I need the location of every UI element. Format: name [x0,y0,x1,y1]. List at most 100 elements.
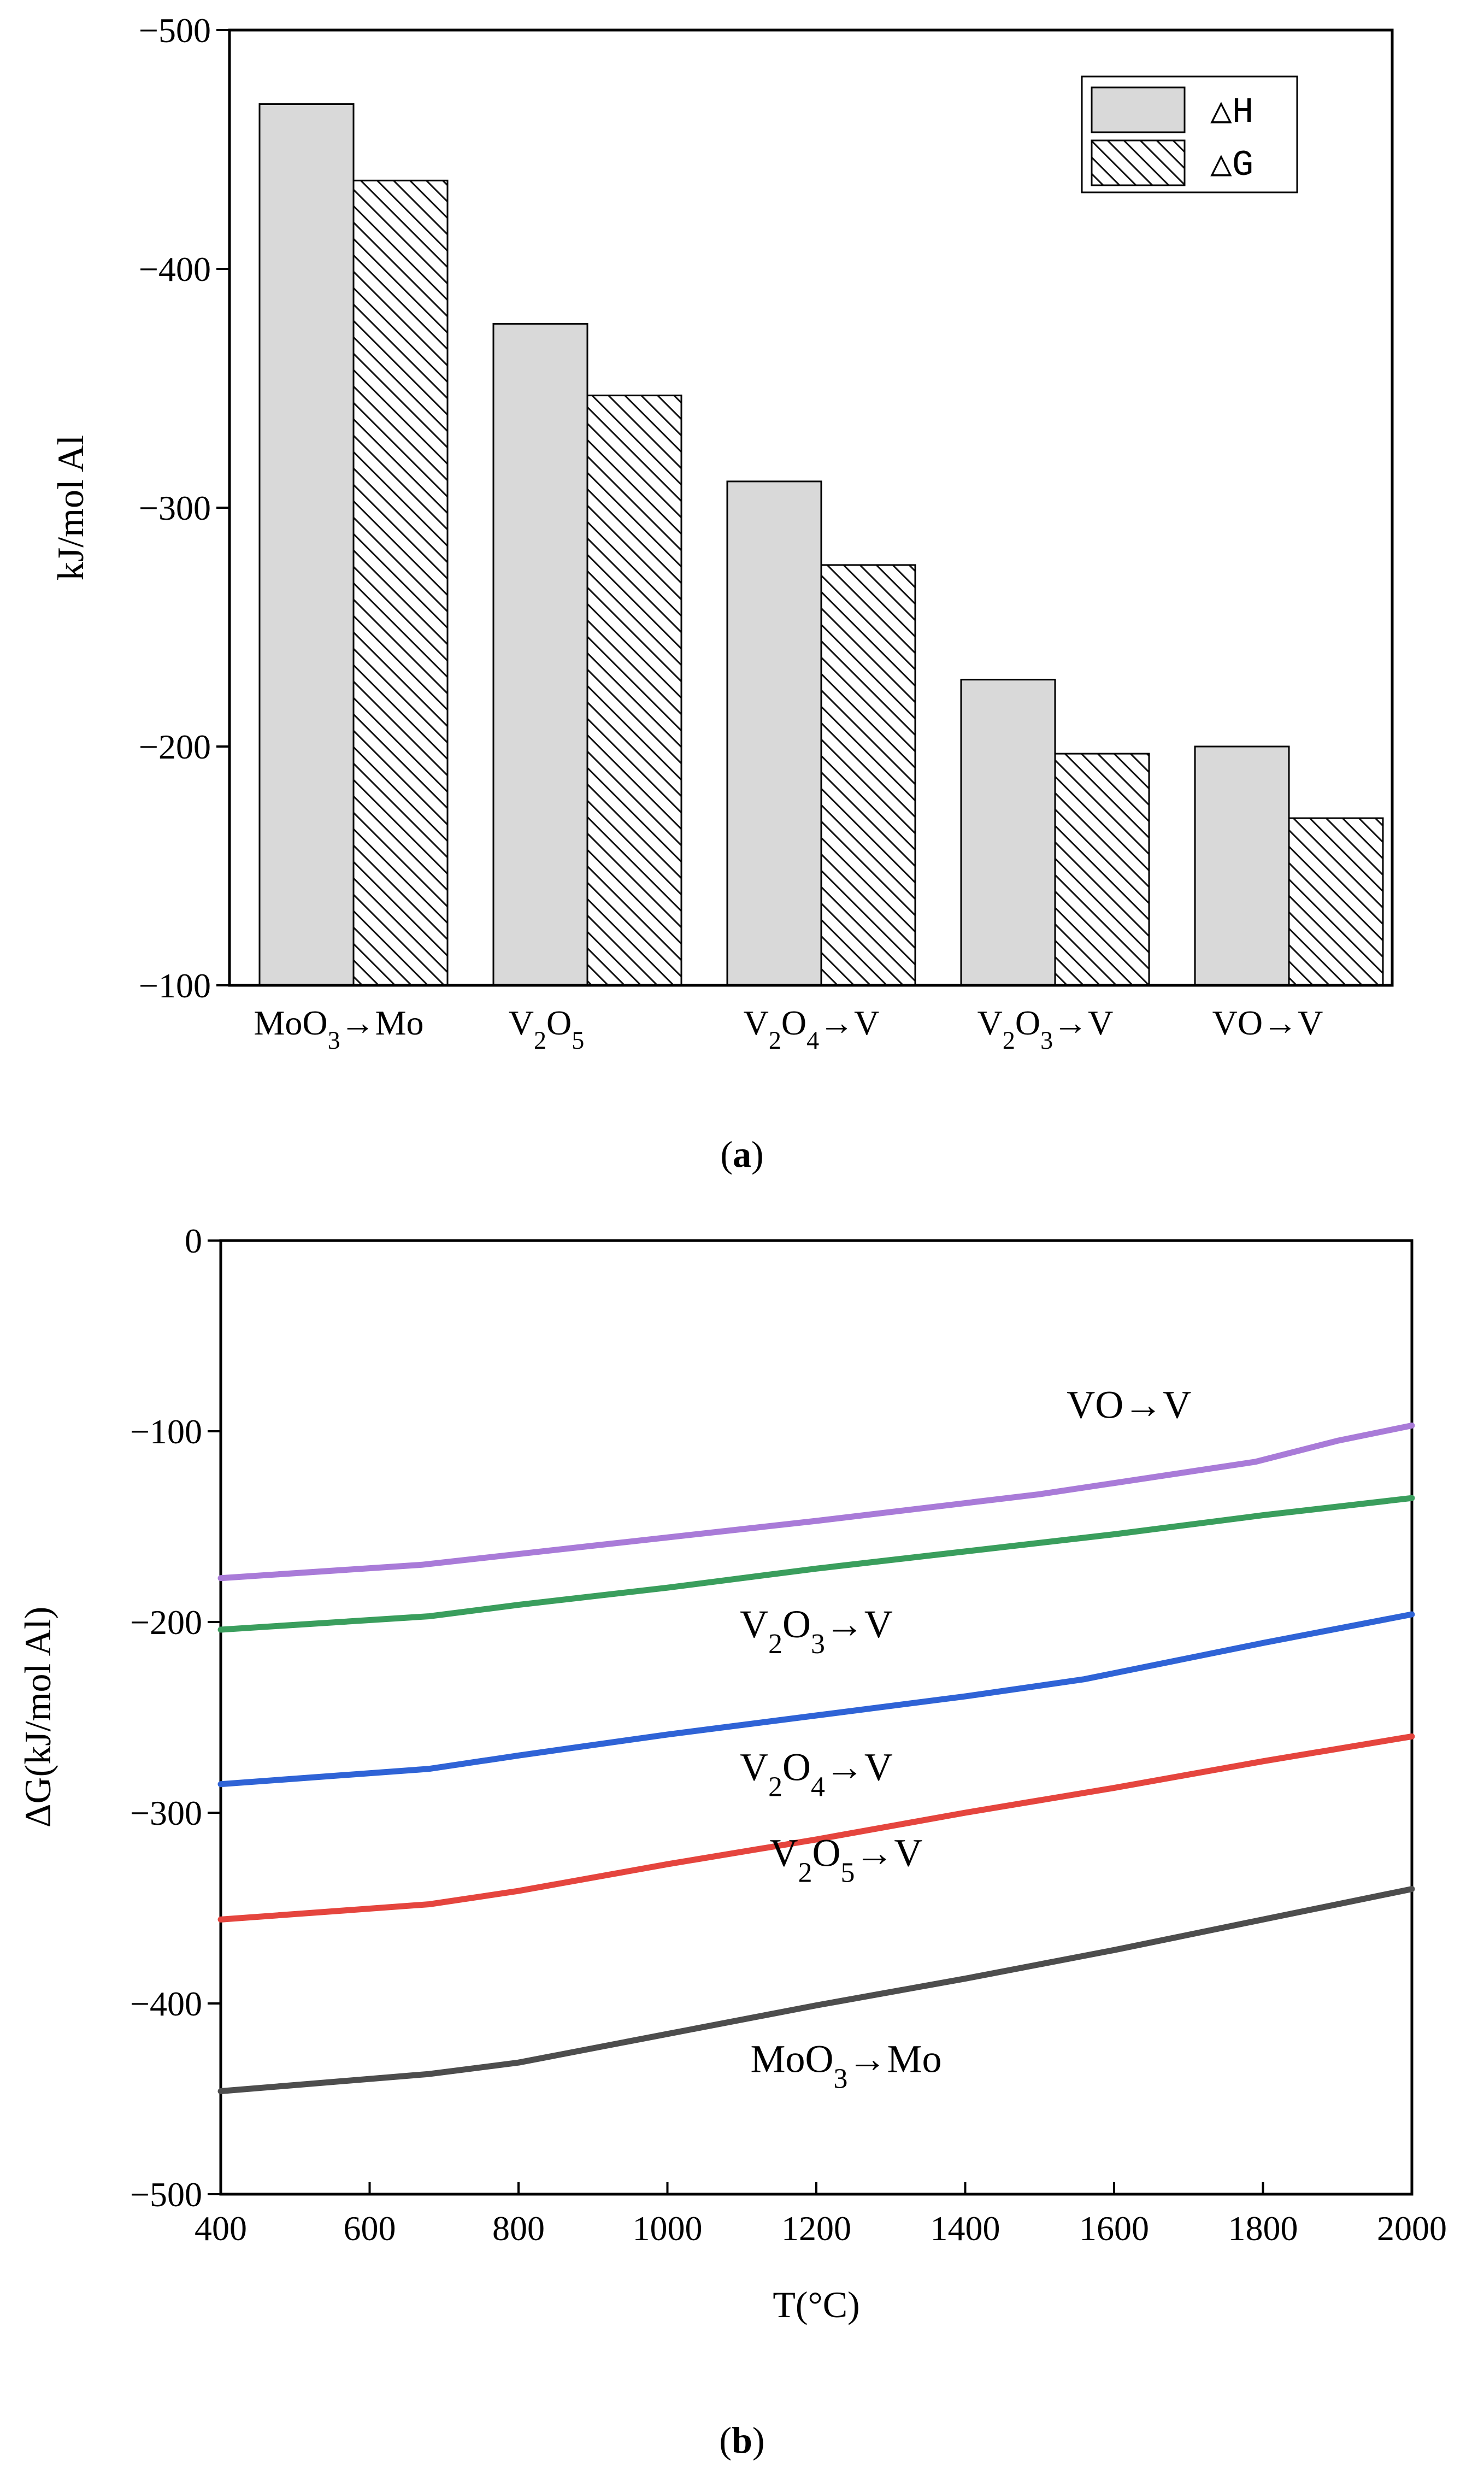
bar-dh-2 [726,480,822,986]
x-tick-label: 800 [492,2209,545,2248]
label-part: →V [855,1831,922,1875]
x-tick-label: 1400 [931,2209,1000,2248]
subscript: 5 [841,1857,855,1888]
label-part: MoO [751,2037,834,2081]
y-tick-label: −100 [139,966,211,1005]
bar-dh-3 [960,679,1056,986]
label-part: V [740,1602,768,1646]
label-part: V [770,1831,798,1875]
subscript: 2 [768,1771,782,1802]
subscript: 3 [811,1628,825,1659]
label-part: O [781,1003,806,1042]
series-label-4: MoO3→Mo [751,2037,942,2095]
y-tick-label: −300 [139,489,211,527]
series-label-1: V2O3→V [740,1602,893,1660]
x-tick-label: 1800 [1228,2209,1298,2248]
y-tick-label: −400 [130,1984,202,2023]
series-line-4 [217,1886,1415,2094]
label-part: VO→V [1067,1383,1191,1427]
x-tick-label: 600 [344,2209,396,2248]
label-part: →V [1053,1003,1113,1042]
y-tick-label: −500 [139,11,211,50]
x-category-label: MoO3→Mo [254,1003,423,1054]
label-part: MoO [254,1003,327,1042]
y-tick-label: −400 [139,250,211,289]
x-tick-label: 400 [195,2209,247,2248]
series-label-0: VO→V [1067,1383,1191,1427]
panel-label-b: b [732,2419,752,2461]
y-tick-label: −100 [130,1412,202,1451]
y-tick-label: −200 [130,1603,202,1642]
legend-label-dg: △G [1210,145,1253,186]
subscript: 3 [1040,1026,1053,1054]
y-tick-label: −300 [130,1794,202,1832]
legend-label-dh: △H [1210,92,1253,133]
label-part: →Mo [340,1003,424,1042]
subscript: 3 [834,2063,848,2094]
bar-dg-1 [586,395,682,986]
series-line-3 [217,1733,1415,1923]
label-part: V [744,1003,769,1042]
label-part: →V [819,1003,879,1042]
subscript: 3 [328,1026,340,1054]
subscript: 2 [798,1857,812,1888]
subscript: 5 [572,1026,584,1054]
series-label-2: V2O4→V [740,1746,893,1803]
bar-dg-3 [1054,753,1150,986]
x-axis-categories: MoO3→Mo V2O5 V2O4→V V2O3→V VO→V [254,1003,1323,1054]
y-axis-title: kJ/mol Al [50,435,91,580]
label-part: O [782,1602,811,1646]
x-tick-label: 1600 [1079,2209,1149,2248]
x-tick-label: 2000 [1377,2209,1447,2248]
label-part: O [546,1003,572,1042]
label-part: →V [825,1602,893,1646]
bar-chart-panel-a: −100−200−300−400−500 MoO3→Mo V2O5 V2O4→V V2… [50,11,1394,1175]
subscript: 2 [769,1026,781,1054]
x-tick-label: 1200 [781,2209,851,2248]
series-line-2 [217,1611,1415,1788]
x-axis-title: T(°C) [773,2284,859,2325]
subscript: 2 [1003,1026,1015,1054]
series-line-1 [217,1495,1415,1633]
bar-dg-0 [352,179,449,986]
bar-dh-0 [258,103,355,986]
x-category-label: VO→V [1212,1003,1323,1042]
legend: △H △G [1081,75,1298,193]
x-axis-ticks: 400 600 800 1000 1200 1400 1600 1800 2000 [195,2182,1447,2248]
y-axis-ticks: −500 −400 −300 −200 −100 0 [130,1221,221,2214]
bar-series-group [258,103,1384,986]
label-part: V [509,1003,534,1042]
x-category-label: V2O5 [509,1003,585,1054]
panel-caption-a: (a) [720,1133,763,1175]
bar-dg-4 [1288,817,1384,986]
y-axis-title: ΔG(kJ/mol Al) [17,1607,58,1828]
x-category-label: V2O4→V [744,1003,880,1054]
series-label-3: V2O5→V [770,1831,923,1889]
x-category-label: V2O3→V [977,1003,1114,1054]
x-tick-label: 1000 [633,2209,703,2248]
subscript: 2 [768,1628,782,1659]
label-part: VO→V [1212,1003,1323,1042]
series-line-0 [217,1423,1415,1582]
subscript: 4 [811,1771,825,1802]
subscript: 2 [534,1026,546,1054]
bar-dg-2 [820,564,916,986]
label-part: O [1015,1003,1040,1042]
legend-swatch-dh [1091,86,1186,133]
y-axis-ticks: −100 −200 −300 −400 −500 [139,11,229,1005]
subscript: 4 [806,1026,819,1054]
label-part: →Mo [847,2037,941,2081]
bar-dh-1 [492,323,588,986]
panel-label-a: a [733,1133,751,1175]
label-part: →V [825,1746,893,1789]
legend-swatch-dg [1091,139,1186,186]
panel-caption-b: (b) [719,2419,764,2461]
label-part: V [740,1746,768,1789]
label-part: V [977,1003,1003,1042]
y-tick-label: −500 [130,2175,202,2214]
label-part: O [812,1831,841,1875]
label-part: O [782,1746,811,1789]
line-series-group [217,1423,1415,2094]
